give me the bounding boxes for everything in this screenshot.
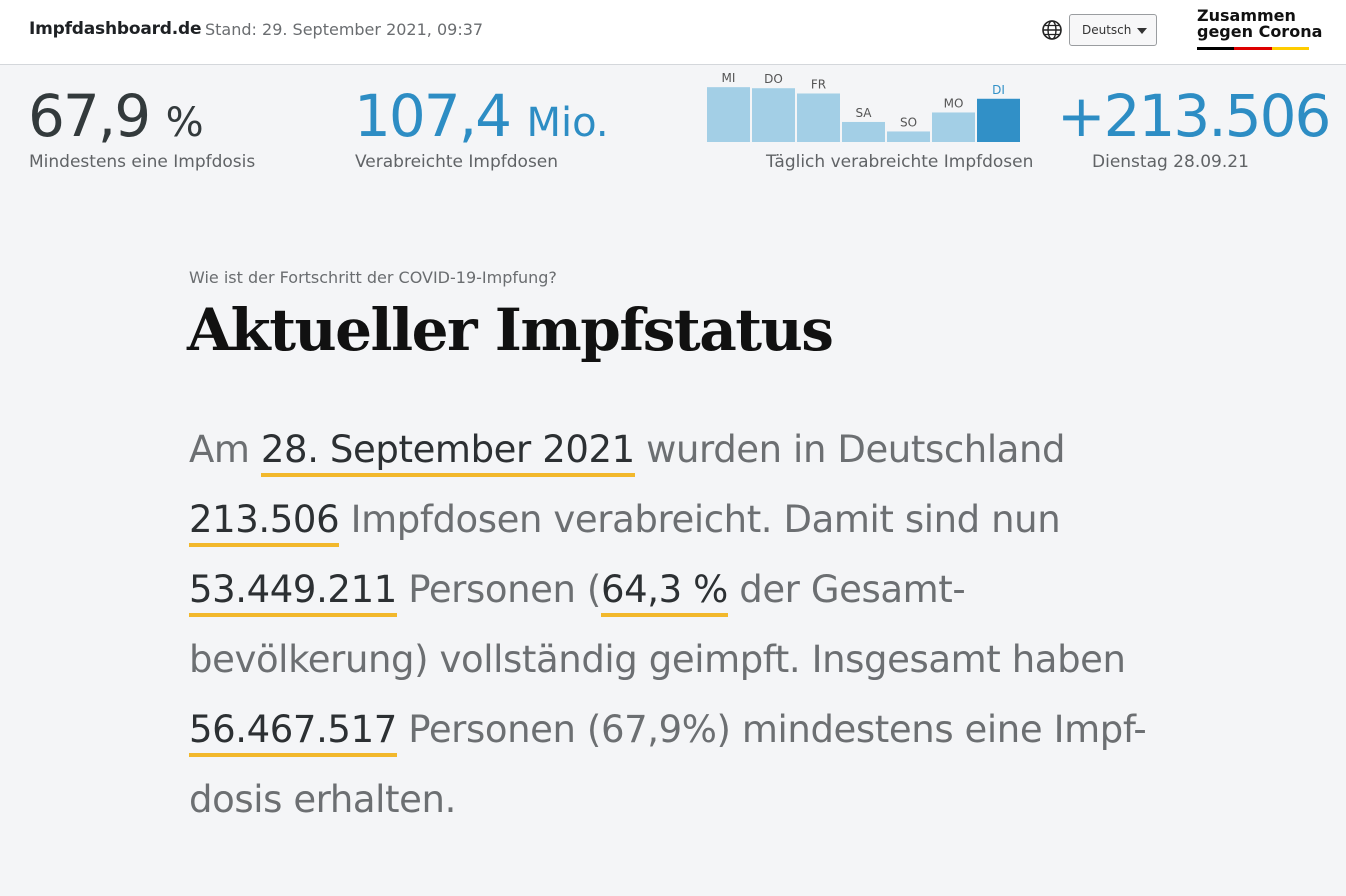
stat-at-least-one-label: Mindestens eine Impfdosis <box>29 152 256 172</box>
page-title: Aktueller Impfstatus <box>187 296 834 364</box>
bar-label-di: DI <box>992 83 1005 97</box>
highlight-at-least-one: 56.467.517 <box>189 708 397 757</box>
brand-link[interactable]: Impfdashboard.de <box>29 19 202 39</box>
language-select[interactable]: Deutsch <box>1069 14 1157 46</box>
update-timestamp: Stand: 29. September 2021, 09:37 <box>205 20 484 39</box>
chevron-down-icon <box>1137 28 1147 34</box>
bar-label-fr: FR <box>811 77 826 91</box>
bar-label-mi: MI <box>722 71 736 85</box>
highlight-fully-vaccinated: 53.449.211 <box>189 568 397 617</box>
daily-doses-label: Täglich verabreichte Impfdosen <box>766 152 1034 172</box>
logo-flag-stripe <box>1197 47 1309 50</box>
bar-mi <box>707 87 750 142</box>
bar-label-sa: SA <box>855 106 872 120</box>
bar-so <box>887 131 930 142</box>
language-value: Deutsch <box>1082 23 1132 37</box>
logo-line-2: gegen Corona <box>1197 22 1323 41</box>
highlight-fully-percent: 64,3 % <box>600 568 728 617</box>
highlight-date: 28. September 2021 <box>260 428 635 477</box>
bar-label-mo: MO <box>944 96 964 110</box>
logo-line-1: Zusammen <box>1197 6 1296 25</box>
bar-label-do: DO <box>764 72 783 86</box>
stat-total-doses-label: Verabreichte Impfdosen <box>355 152 559 172</box>
globe-icon[interactable] <box>1041 19 1063 41</box>
bar-do <box>752 88 795 142</box>
stat-unit: Mio. <box>526 100 609 146</box>
status-paragraph: Am 28. September 2021 wurden in Deutschl… <box>189 428 1147 821</box>
bar-fr <box>797 93 840 142</box>
stat-latest-value: +213.506 <box>1057 82 1331 150</box>
stat-latest-date: Dienstag 28.09.21 <box>1092 152 1249 172</box>
stat-total-doses-value: 107,4 Mio. <box>354 82 609 150</box>
top-bar: Impfdashboard.de Stand: 29. September 20… <box>0 0 1346 65</box>
bar-sa <box>842 121 885 142</box>
stat-unit: % <box>165 100 204 146</box>
bar-mo <box>932 112 975 142</box>
bar-label-so: SO <box>900 115 917 129</box>
highlight-doses: 213.506 <box>189 498 340 547</box>
stat-at-least-one-value: 67,9 % <box>28 82 204 150</box>
daily-doses-chart: MI DO FR SA SO MO DI <box>707 71 1020 142</box>
section-kicker: Wie ist der Fortschritt der COVID-19-Imp… <box>189 268 557 287</box>
bar-di <box>977 98 1020 142</box>
zusammen-gegen-corona-logo[interactable]: Zusammen gegen Corona <box>1197 8 1322 40</box>
